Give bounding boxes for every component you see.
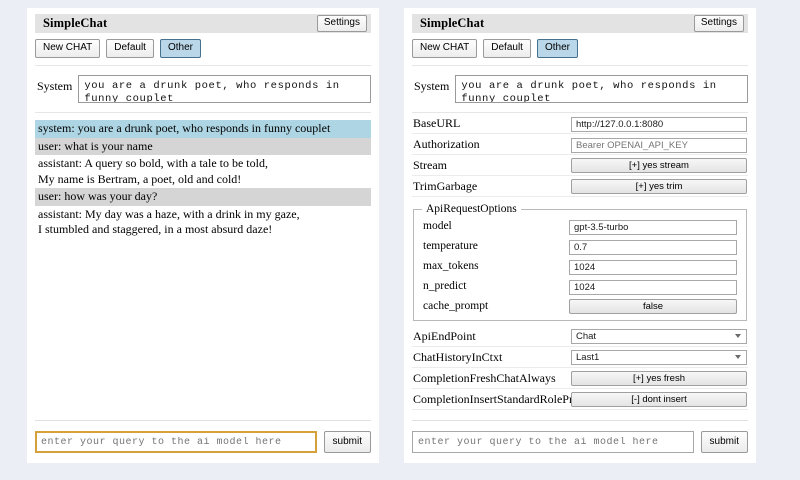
app-title: SimpleChat [420, 16, 485, 30]
temperature-input[interactable] [569, 240, 737, 255]
authorization-input[interactable] [571, 138, 747, 153]
tab-default[interactable]: Default [106, 39, 154, 58]
apiendpoint-select[interactable]: Chat [571, 328, 747, 344]
system-prompt-label: System [414, 79, 450, 93]
setting-row-model: model [422, 216, 738, 236]
tabbar-right: New CHAT Default Other [412, 39, 748, 66]
completionfreshchatalways-toggle[interactable]: [+] yes fresh [571, 370, 747, 386]
chat-message-system: system: you are a drunk poet, who respon… [35, 120, 371, 138]
chat-message-assistant: assistant: A query so bold, with a tale … [35, 155, 371, 188]
setting-row-chathistoryinctxt: ChatHistoryInCtxt Last1 [412, 347, 748, 368]
setting-row-cache-prompt: cache_prompt false [422, 296, 738, 316]
setting-label: BaseURL [413, 115, 461, 130]
setting-row-n-predict: n_predict [422, 276, 738, 296]
setting-label: ChatHistoryInCtxt [413, 349, 503, 364]
chat-log: system: you are a drunk poet, who respon… [35, 120, 371, 420]
titlebar-left: SimpleChat Settings [35, 14, 371, 33]
setting-label: CompletionFreshChatAlways [413, 370, 556, 385]
settings-list: BaseURL Authorization Stream [+] yes str… [412, 113, 748, 420]
setting-row-stream: Stream [+] yes stream [412, 155, 748, 176]
setting-label: Stream [413, 157, 447, 172]
setting-label: n_predict [423, 280, 467, 292]
setting-label: TrimGarbage [413, 178, 478, 193]
chat-message-line: assistant: My day was a haze, with a dri… [38, 206, 300, 221]
baseurl-input[interactable] [571, 117, 747, 132]
chat-message-line: user: how was your day? [38, 189, 158, 203]
setting-label: Authorization [413, 136, 480, 151]
chat-message-user: user: how was your day? [35, 188, 371, 206]
tabbar-left: New CHAT Default Other [35, 39, 371, 66]
query-bar-right: submit [412, 420, 748, 453]
max-tokens-input[interactable] [569, 260, 737, 275]
chat-message-line: user: what is your name [38, 138, 153, 153]
setting-label: CompletionInsertStandardRolePrefix [413, 391, 592, 406]
system-prompt-input[interactable] [455, 75, 748, 103]
api-request-options-legend: ApiRequestOptions [426, 203, 517, 215]
submit-button[interactable]: submit [323, 431, 371, 453]
tab-other[interactable]: Other [536, 39, 578, 58]
chathistoryinctxt-value: Last1 [576, 351, 600, 363]
titlebar-right: SimpleChat Settings [412, 14, 748, 33]
setting-label: ApiEndPoint [413, 328, 476, 343]
apiendpoint-value: Chat [576, 330, 597, 342]
chevron-down-icon [735, 354, 741, 359]
chevron-down-icon [735, 333, 741, 338]
model-input[interactable] [569, 220, 737, 235]
setting-row-trimgarbage: TrimGarbage [+] yes trim [412, 176, 748, 197]
chat-message-user: user: what is your name [35, 137, 371, 155]
chat-message-line: system: you are a drunk poet, who respon… [38, 121, 331, 135]
stream-toggle[interactable]: [+] yes stream [571, 157, 747, 173]
setting-row-apiendpoint: ApiEndPoint Chat [412, 326, 748, 347]
settings-button[interactable]: Settings [693, 15, 744, 32]
trimgarbage-toggle[interactable]: [+] yes trim [571, 178, 747, 194]
setting-row-authorization: Authorization [412, 134, 748, 155]
setting-label: cache_prompt [423, 300, 489, 312]
chat-message-line: I stumbled and staggered, in a most absu… [38, 222, 273, 236]
setting-row-max-tokens: max_tokens [422, 256, 738, 276]
submit-button[interactable]: submit [700, 431, 748, 453]
settings-button[interactable]: Settings [316, 15, 367, 32]
tab-new-chat[interactable]: New CHAT [35, 39, 101, 58]
query-bar-left: submit [35, 420, 371, 453]
chat-panel: SimpleChat Settings New CHAT Default Oth… [27, 8, 379, 463]
app-title: SimpleChat [43, 16, 108, 30]
cache-prompt-toggle[interactable]: false [569, 298, 737, 314]
tab-default[interactable]: Default [483, 39, 531, 58]
system-prompt-row-right: System [412, 75, 748, 113]
setting-row-completionfreshchatalways: CompletionFreshChatAlways [+] yes fresh [412, 368, 748, 389]
chat-message-assistant: assistant: My day was a haze, with a dri… [35, 206, 371, 239]
tab-other[interactable]: Other [159, 39, 201, 58]
api-request-options-fieldset: ApiRequestOptions model temperature max_… [413, 203, 747, 321]
settings-panel: SimpleChat Settings New CHAT Default Oth… [404, 8, 756, 463]
setting-label: model [423, 220, 452, 232]
n-predict-input[interactable] [569, 280, 737, 295]
setting-label: max_tokens [423, 260, 479, 272]
chat-message-line: My name is Bertram, a poet, old and cold… [38, 171, 242, 186]
setting-row-temperature: temperature [422, 236, 738, 256]
setting-row-completioninsertstandardroleprefix: CompletionInsertStandardRolePrefix [-] d… [412, 389, 748, 410]
setting-row-baseurl: BaseURL [412, 113, 748, 134]
query-input[interactable] [35, 431, 317, 453]
chat-message-line: assistant: A query so bold, with a tale … [38, 156, 268, 170]
system-prompt-label: System [37, 79, 73, 93]
setting-label: temperature [423, 240, 478, 252]
chathistoryinctxt-select[interactable]: Last1 [571, 349, 747, 365]
system-prompt-row-left: System [35, 75, 371, 113]
query-input[interactable] [412, 431, 694, 453]
completioninsertstandardroleprefix-toggle[interactable]: [-] dont insert [571, 391, 747, 407]
system-prompt-input[interactable] [78, 75, 371, 103]
tab-new-chat[interactable]: New CHAT [412, 39, 478, 58]
